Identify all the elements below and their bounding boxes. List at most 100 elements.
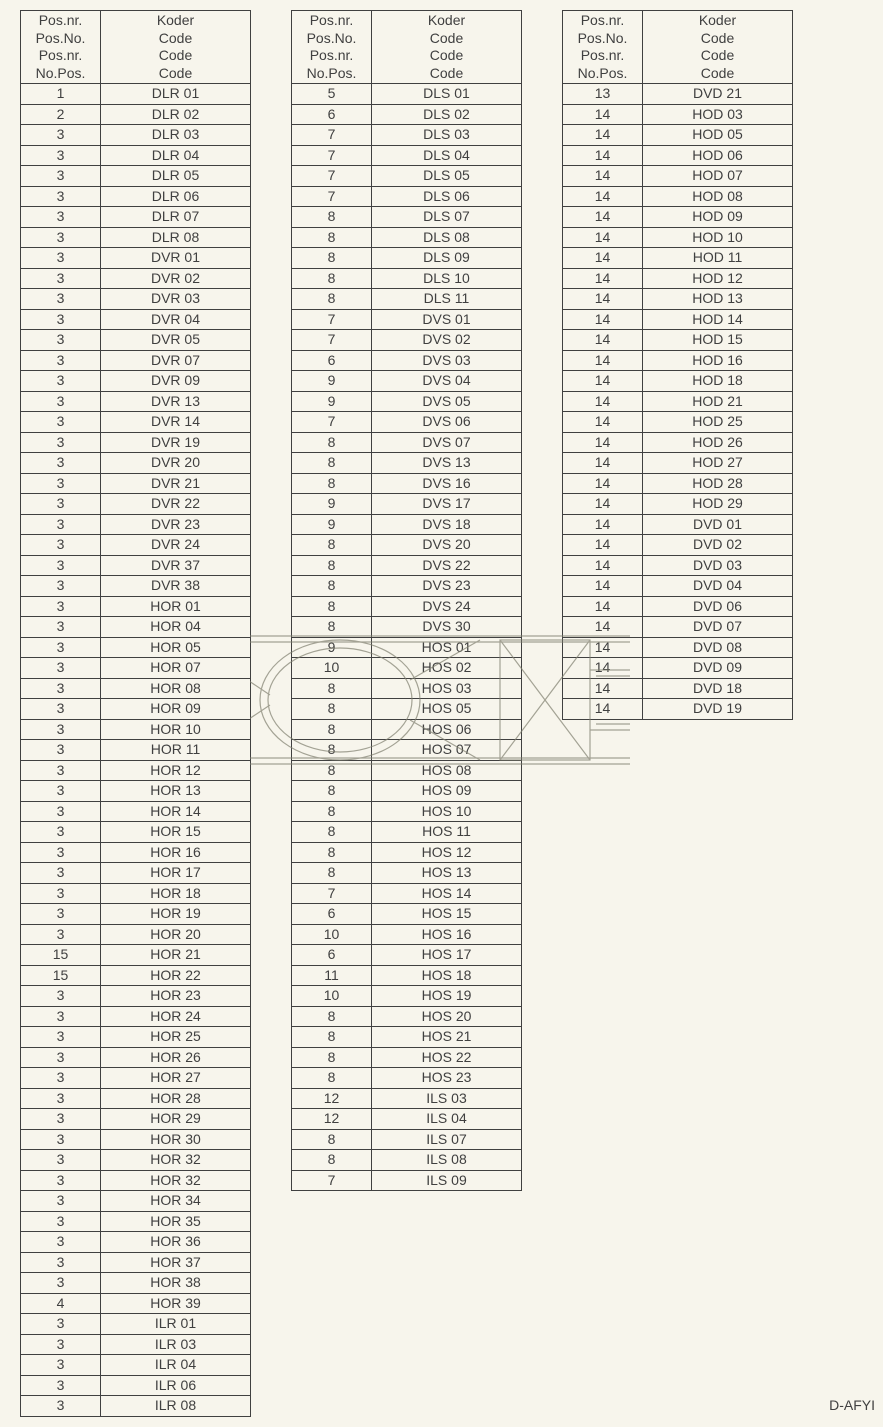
cell-pos: 14	[563, 658, 643, 679]
cell-pos: 3	[21, 494, 101, 515]
cell-code: HOR 15	[101, 822, 251, 843]
table-row: 3DLR 03	[21, 125, 251, 146]
table-row: 8HOS 20	[292, 1006, 522, 1027]
cell-code: HOS 02	[372, 658, 522, 679]
cell-pos: 3	[21, 699, 101, 720]
table-row: 9DVS 18	[292, 514, 522, 535]
cell-code: HOR 13	[101, 781, 251, 802]
table-row: 7DLS 06	[292, 186, 522, 207]
table-row: 8HOS 11	[292, 822, 522, 843]
table-row: 3ILR 04	[21, 1355, 251, 1376]
cell-code: HOS 05	[372, 699, 522, 720]
cell-pos: 14	[563, 289, 643, 310]
table-row: 7DVS 02	[292, 330, 522, 351]
cell-pos: 9	[292, 371, 372, 392]
table-row: 14DVD 08	[563, 637, 793, 658]
table-row: 8DLS 07	[292, 207, 522, 228]
cell-code: HOD 11	[643, 248, 793, 269]
cell-code: HOS 19	[372, 986, 522, 1007]
cell-pos: 3	[21, 473, 101, 494]
cell-code: HOR 08	[101, 678, 251, 699]
cell-pos: 3	[21, 125, 101, 146]
cell-pos: 8	[292, 719, 372, 740]
cell-code: ILR 08	[101, 1396, 251, 1417]
table-row: 2DLR 02	[21, 104, 251, 125]
tables-container: Pos.nr.Pos.No.Pos.nr.No.Pos.KoderCodeCod…	[20, 10, 863, 1417]
table-row: 3DVR 23	[21, 514, 251, 535]
table-row: 14HOD 21	[563, 391, 793, 412]
cell-code: HOR 23	[101, 986, 251, 1007]
cell-code: HOS 18	[372, 965, 522, 986]
cell-code: HOR 18	[101, 883, 251, 904]
header-code: KoderCodeCodeCode	[372, 11, 522, 84]
cell-pos: 3	[21, 801, 101, 822]
cell-code: DLS 10	[372, 268, 522, 289]
cell-code: HOR 01	[101, 596, 251, 617]
table-row: 3HOR 20	[21, 924, 251, 945]
cell-code: DVS 30	[372, 617, 522, 638]
cell-code: DVR 19	[101, 432, 251, 453]
cell-code: DVS 16	[372, 473, 522, 494]
cell-code: HOR 27	[101, 1068, 251, 1089]
cell-code: HOR 14	[101, 801, 251, 822]
cell-code: DLS 08	[372, 227, 522, 248]
cell-pos: 9	[292, 514, 372, 535]
cell-pos: 3	[21, 166, 101, 187]
cell-code: DLS 01	[372, 84, 522, 105]
cell-pos: 8	[292, 1006, 372, 1027]
cell-pos: 14	[563, 453, 643, 474]
cell-pos: 3	[21, 186, 101, 207]
cell-pos: 11	[292, 965, 372, 986]
cell-pos: 4	[21, 1293, 101, 1314]
table-row: 3DVR 02	[21, 268, 251, 289]
table-row: 14DVD 07	[563, 617, 793, 638]
table-row: 14HOD 25	[563, 412, 793, 433]
cell-pos: 3	[21, 1027, 101, 1048]
cell-pos: 14	[563, 166, 643, 187]
cell-pos: 7	[292, 125, 372, 146]
table-row: 14HOD 05	[563, 125, 793, 146]
table-row: 8HOS 23	[292, 1068, 522, 1089]
table-row: 8DVS 24	[292, 596, 522, 617]
cell-code: DVS 07	[372, 432, 522, 453]
cell-pos: 8	[292, 268, 372, 289]
table-row: 7DVS 06	[292, 412, 522, 433]
cell-code: ILR 03	[101, 1334, 251, 1355]
cell-code: HOR 38	[101, 1273, 251, 1294]
table-row: 14HOD 03	[563, 104, 793, 125]
cell-pos: 8	[292, 473, 372, 494]
cell-pos: 8	[292, 781, 372, 802]
table-row: 3HOR 32	[21, 1150, 251, 1171]
cell-pos: 3	[21, 842, 101, 863]
table-row: 8HOS 22	[292, 1047, 522, 1068]
cell-pos: 8	[292, 432, 372, 453]
cell-code: HOD 25	[643, 412, 793, 433]
cell-pos: 3	[21, 371, 101, 392]
cell-code: DVD 09	[643, 658, 793, 679]
cell-code: HOR 04	[101, 617, 251, 638]
cell-code: HOS 20	[372, 1006, 522, 1027]
table-row: 3ILR 03	[21, 1334, 251, 1355]
cell-code: ILS 03	[372, 1088, 522, 1109]
cell-code: ILS 08	[372, 1150, 522, 1171]
cell-code: HOS 14	[372, 883, 522, 904]
cell-pos: 14	[563, 514, 643, 535]
table-row: 1DLR 01	[21, 84, 251, 105]
table-row: 14HOD 13	[563, 289, 793, 310]
cell-code: DLR 02	[101, 104, 251, 125]
cell-code: ILS 04	[372, 1109, 522, 1130]
table-row: 14HOD 09	[563, 207, 793, 228]
table-row: 7ILS 09	[292, 1170, 522, 1191]
cell-pos: 3	[21, 883, 101, 904]
cell-pos: 14	[563, 330, 643, 351]
table-row: 14DVD 02	[563, 535, 793, 556]
cell-code: HOS 07	[372, 740, 522, 761]
cell-pos: 3	[21, 268, 101, 289]
table-row: 14HOD 28	[563, 473, 793, 494]
table-row: 8DLS 08	[292, 227, 522, 248]
cell-code: DVR 01	[101, 248, 251, 269]
cell-pos: 3	[21, 678, 101, 699]
table-row: 14HOD 15	[563, 330, 793, 351]
cell-code: DVR 37	[101, 555, 251, 576]
cell-code: HOD 12	[643, 268, 793, 289]
